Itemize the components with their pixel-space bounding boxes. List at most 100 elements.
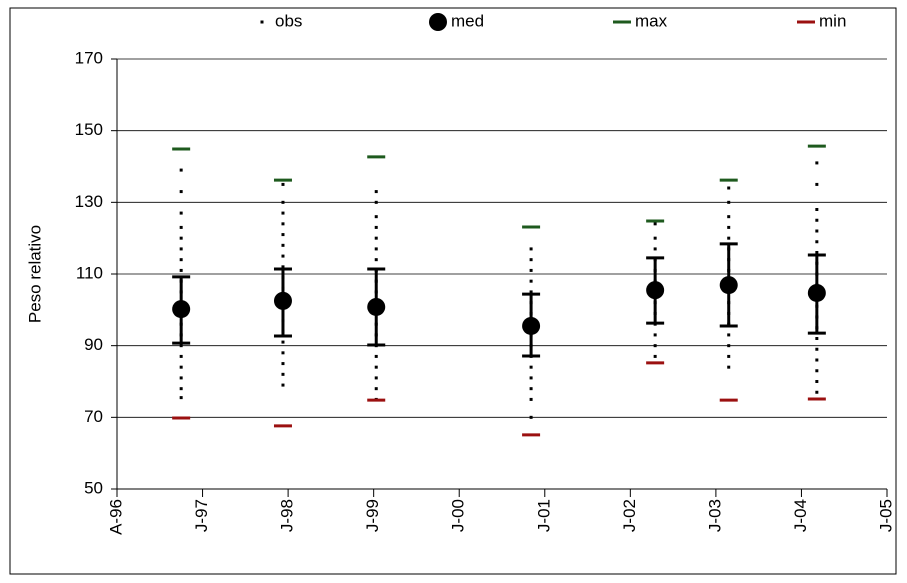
obs-point	[179, 333, 183, 337]
obs-point	[179, 376, 183, 380]
obs-point	[281, 372, 285, 376]
y-tick-label: 70	[84, 407, 103, 426]
obs-point	[179, 225, 183, 229]
obs-point	[179, 365, 183, 369]
obs-point	[815, 380, 819, 383]
obs-point	[281, 182, 285, 186]
obs-point	[374, 279, 378, 283]
obs-point	[727, 258, 731, 262]
obs-point	[727, 225, 731, 229]
obs-point	[179, 354, 183, 358]
obs-point	[815, 161, 819, 165]
obs-point	[727, 344, 731, 348]
obs-point	[653, 236, 657, 240]
obs-point	[374, 258, 378, 262]
obs-point	[815, 272, 819, 276]
legend-label: med	[451, 11, 484, 30]
obs-point	[529, 290, 533, 294]
obs-point	[653, 247, 657, 251]
obs-point	[529, 311, 533, 315]
obs-point	[653, 322, 657, 326]
obs-point	[529, 376, 533, 380]
obs-point	[529, 301, 533, 305]
x-tick-label: J-05	[876, 499, 895, 532]
legend-label: min	[819, 11, 846, 30]
obs-point	[727, 365, 731, 369]
obs-point	[727, 301, 731, 305]
obs-point	[529, 387, 533, 391]
obs-point	[179, 211, 183, 215]
median-point	[367, 297, 386, 316]
y-tick-label: 130	[75, 192, 103, 211]
obs-point	[529, 397, 533, 401]
x-tick-label: J-02	[620, 499, 639, 532]
legend-label: obs	[275, 11, 302, 30]
obs-point	[179, 268, 183, 272]
y-tick-label: 110	[76, 263, 103, 282]
obs-point	[374, 354, 378, 358]
obs-point	[281, 362, 285, 366]
obs-point	[653, 311, 657, 315]
obs-point	[653, 268, 657, 272]
obs-point	[815, 182, 819, 186]
obs-point	[815, 347, 819, 351]
obs-point	[815, 229, 819, 233]
obs-point	[281, 243, 285, 247]
obs-point	[281, 222, 285, 226]
obs-point	[281, 254, 285, 258]
obs-point	[179, 396, 183, 400]
obs-point	[653, 222, 657, 226]
obs-point	[179, 387, 183, 391]
legend-marker	[429, 13, 447, 31]
obs-point	[179, 290, 183, 294]
obs-point	[529, 365, 533, 369]
median-point	[719, 276, 738, 295]
obs-point	[529, 258, 533, 262]
obs-point	[374, 322, 378, 326]
obs-point	[179, 258, 183, 262]
obs-point	[529, 279, 533, 283]
obs-point	[374, 190, 378, 194]
obs-point	[374, 333, 378, 337]
obs-point	[374, 215, 378, 219]
x-tick-label: J-98	[278, 499, 297, 532]
obs-point	[815, 337, 819, 340]
obs-point	[727, 333, 731, 337]
obs-point	[179, 247, 183, 251]
median-point	[172, 300, 191, 319]
obs-point	[727, 236, 731, 240]
obs-point	[727, 186, 731, 190]
obs-point	[374, 200, 378, 204]
obs-point	[281, 265, 285, 269]
obs-point	[529, 415, 533, 419]
obs-point	[727, 311, 731, 315]
obs-point	[653, 258, 657, 262]
obs-point	[281, 211, 285, 215]
obs-point	[653, 344, 657, 348]
y-axis-label: Peso relativo	[25, 225, 44, 323]
obs-point	[653, 333, 657, 337]
obs-point	[374, 225, 378, 229]
obs-point	[374, 247, 378, 251]
obs-point	[179, 322, 183, 326]
obs-point	[179, 190, 183, 194]
obs-point	[727, 354, 731, 358]
obs-point	[179, 236, 183, 240]
median-point	[522, 316, 541, 335]
y-tick-label: 170	[75, 48, 103, 67]
chart-frame	[9, 7, 897, 575]
obs-point	[815, 369, 819, 373]
obs-point	[281, 319, 285, 323]
obs-point	[281, 233, 285, 237]
obs-point	[281, 286, 285, 290]
obs-point	[374, 290, 378, 294]
obs-point	[815, 218, 819, 222]
obs-point	[815, 240, 819, 244]
x-tick-label: J-97	[192, 499, 211, 532]
obs-point	[281, 200, 285, 204]
obs-point	[653, 301, 657, 305]
obs-point	[179, 344, 183, 348]
obs-point	[374, 236, 378, 240]
obs-point	[374, 268, 378, 272]
